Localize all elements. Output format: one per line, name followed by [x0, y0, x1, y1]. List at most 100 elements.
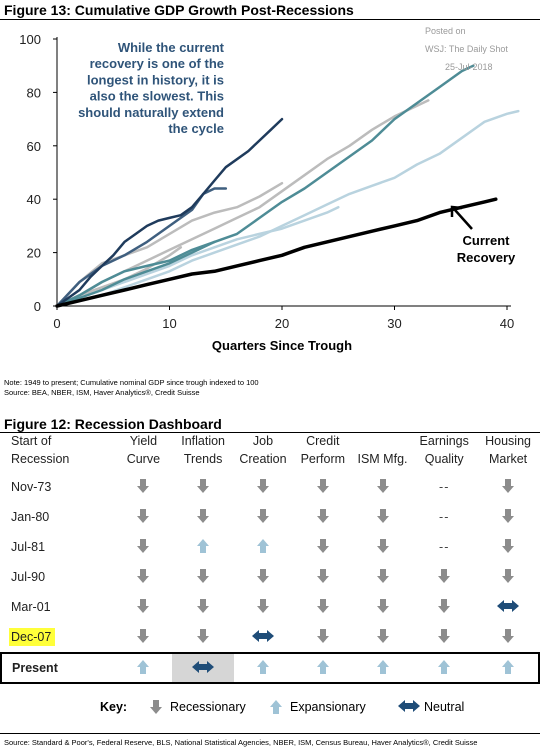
indicator-cell	[172, 622, 234, 653]
recession-label-cell: Jul-81	[1, 532, 115, 562]
down-arrow-icon	[376, 568, 389, 586]
indicator-cell	[477, 532, 539, 562]
indicator-cell	[477, 592, 539, 622]
column-header-line: Market	[488, 452, 528, 466]
figure-12-rule	[0, 432, 540, 433]
down-arrow-icon	[376, 478, 389, 496]
down-arrow-icon	[137, 598, 150, 616]
indicator-cell	[354, 502, 412, 532]
series-line-6	[55, 64, 475, 308]
recession-label-cell: Jan-80	[1, 502, 115, 532]
series-line-10	[55, 197, 498, 308]
annotation-line: the cycle	[168, 121, 224, 136]
current-arrow-head	[450, 205, 463, 217]
figure-13-title: Figure 13: Cumulative GDP Growth Post-Re…	[4, 2, 354, 18]
column-header: Housing Market	[477, 432, 539, 472]
recession-label-cell: Jul-90	[1, 562, 115, 592]
no-data-dashes: --	[439, 540, 450, 554]
column-header: Credit Perform	[292, 432, 354, 472]
no-data-cell: --	[411, 502, 477, 532]
dashboard-key: Key: Recessionary Expansionary Neutral	[0, 697, 540, 719]
indicator-cell	[292, 502, 354, 532]
table-row: Nov-73 --	[1, 472, 539, 502]
y-tick-label: 60	[27, 139, 41, 154]
recession-label: Jul-90	[11, 570, 46, 584]
up-arrow-icon	[376, 659, 389, 677]
down-arrow-icon	[502, 568, 515, 586]
recession-label: Jul-81	[11, 540, 46, 554]
key-expansionary-label: Expansionary	[290, 700, 366, 714]
x-tick-label: 0	[53, 316, 60, 331]
down-arrow-icon	[316, 538, 329, 556]
recession-label-cell: Mar-01	[1, 592, 115, 622]
up-arrow-icon	[501, 659, 514, 677]
x-tick-label: 10	[162, 316, 176, 331]
table-row: Jan-80 --	[1, 502, 539, 532]
annotation-line: recovery is one of the	[90, 56, 224, 71]
column-header-line: Start of	[11, 434, 52, 448]
indicator-cell	[234, 532, 292, 562]
key-recessionary-icon	[150, 700, 162, 717]
column-header-line: Quality	[424, 452, 464, 466]
indicator-cell	[234, 562, 292, 592]
series-line-9	[55, 117, 284, 308]
column-header: Job Creation	[234, 432, 292, 472]
down-arrow-icon	[438, 598, 451, 616]
column-header-line: Job	[252, 434, 274, 448]
down-arrow-icon	[137, 628, 150, 646]
column-header: Earnings Quality	[411, 432, 477, 472]
column-header-line: Credit	[306, 434, 340, 448]
column-header: ISM Mfg.	[354, 432, 412, 472]
indicator-cell	[115, 532, 173, 562]
down-arrow-icon	[256, 598, 269, 616]
annotation-line: also the slowest. This	[90, 89, 224, 104]
y-tick-label: 40	[27, 192, 41, 207]
indicator-cell	[477, 502, 539, 532]
column-header: Start of Recession	[1, 432, 115, 472]
current-recovery-label: Current Recovery	[450, 205, 516, 265]
up-arrow-icon	[256, 659, 269, 677]
down-arrow-icon	[197, 628, 210, 646]
indicator-cell	[411, 622, 477, 653]
column-header-line: Creation	[239, 452, 287, 466]
figure-13-rule	[0, 19, 540, 20]
recession-label: Nov-73	[11, 480, 52, 494]
indicator-cell	[172, 532, 234, 562]
indicator-cell	[234, 652, 292, 684]
watermark-line: WSJ: The Daily Shot	[425, 44, 508, 54]
indicator-cell	[353, 652, 412, 684]
no-data-cell: --	[411, 472, 477, 502]
key-expansionary-icon	[270, 700, 282, 717]
annotation-line: longest in history, it is	[87, 72, 224, 87]
indicator-cell	[292, 472, 354, 502]
watermark: Posted on WSJ: The Daily Shot 25-Jul-2018	[425, 26, 508, 72]
indicator-cell	[172, 592, 234, 622]
indicator-cell	[477, 622, 539, 653]
current-recovery-text: Current	[463, 233, 511, 248]
y-tick-label: 20	[27, 246, 41, 261]
current-recovery-text: Recovery	[457, 250, 516, 265]
recession-label-cell: Present	[0, 652, 115, 684]
up-arrow-icon	[137, 659, 150, 677]
indicator-cell	[115, 592, 173, 622]
key-recessionary-label: Recessionary	[170, 700, 246, 714]
y-tick-label: 0	[34, 299, 41, 314]
series-line-8	[55, 187, 228, 308]
indicator-cell	[292, 622, 354, 653]
indicator-cell	[172, 472, 234, 502]
table-row: Dec-07	[1, 622, 539, 653]
indicator-cell	[292, 532, 354, 562]
recession-label-cell: Dec-07	[1, 622, 115, 653]
indicator-cell	[115, 472, 173, 502]
indicator-cell	[354, 622, 412, 653]
down-arrow-icon	[137, 568, 150, 586]
indicator-cell	[354, 532, 412, 562]
double-arrow-icon	[497, 599, 520, 615]
down-arrow-icon	[376, 598, 389, 616]
figure-13-note: Note: 1949 to present; Cumulative nomina…	[4, 378, 259, 387]
indicator-cell	[354, 562, 412, 592]
x-axis-title: Quarters Since Trough	[212, 338, 352, 353]
series-line-7	[55, 240, 216, 308]
column-header-line: Earnings	[419, 434, 469, 448]
